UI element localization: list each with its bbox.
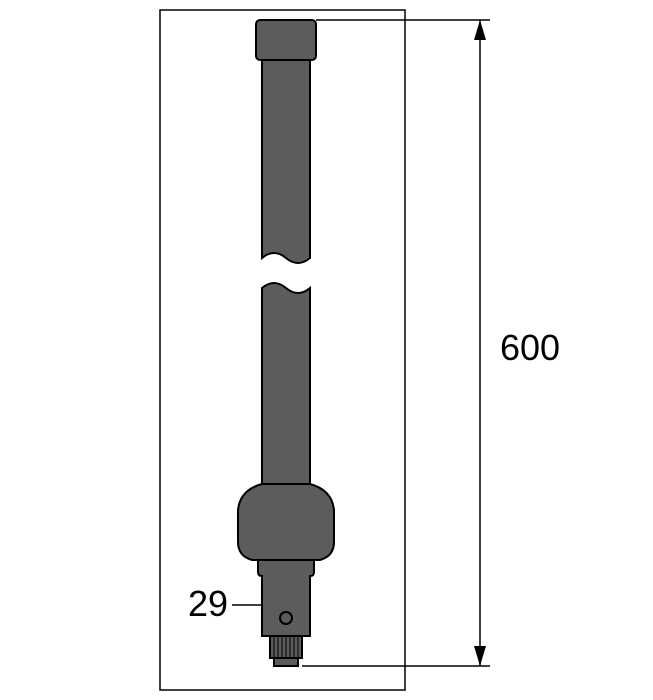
part-hole [280, 612, 292, 624]
part-collar [238, 484, 334, 560]
part-cap [256, 20, 316, 60]
arrow-up-icon [474, 20, 486, 40]
part-thread [270, 636, 302, 658]
part-tube-lower [262, 283, 310, 484]
arrow-down-icon [474, 646, 486, 666]
part-tip [274, 658, 298, 666]
dimension-drawing: 600 29 [0, 0, 653, 700]
dim-width-label: 29 [188, 583, 228, 624]
dim-height-label: 600 [500, 327, 560, 368]
part-tube-upper [262, 60, 310, 263]
